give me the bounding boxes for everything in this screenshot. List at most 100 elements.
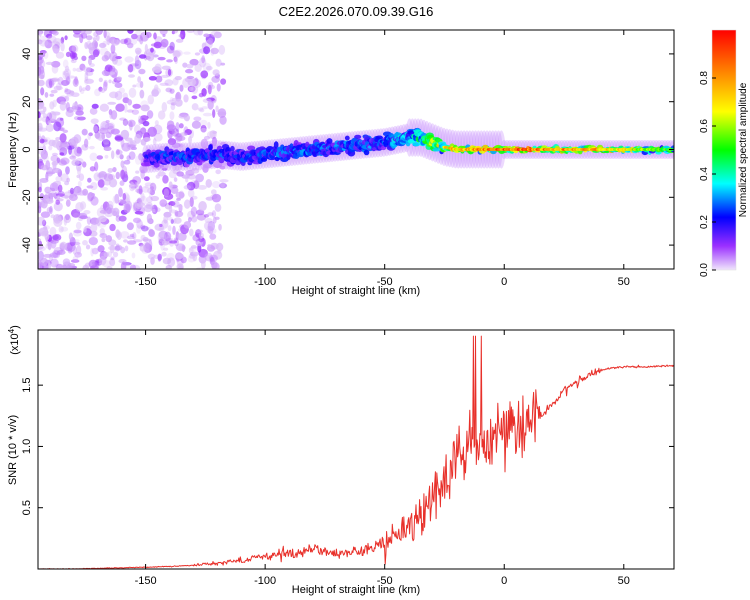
- heatmap-noise-blob: [99, 232, 108, 239]
- heatmap-noise-blob: [162, 33, 166, 38]
- heatmap-noise-blob: [58, 225, 64, 233]
- heatmap-noise-blob: [65, 102, 71, 112]
- heatmap-noise-blob: [159, 223, 163, 228]
- heatmap-noise-blob: [90, 182, 98, 191]
- heatmap-noise-blob: [140, 225, 149, 232]
- heatmap-noise-blob: [51, 60, 61, 68]
- heatmap-noise-blob: [52, 167, 61, 173]
- y-tick-label: -20: [21, 189, 33, 205]
- heatmap-noise-blob: [107, 173, 116, 180]
- colorbar-tick-label: 0.8: [699, 71, 710, 85]
- heatmap-noise-blob: [52, 37, 62, 46]
- heatmap-noise-blob: [131, 109, 140, 115]
- heatmap-noise-blob: [172, 50, 182, 57]
- y-tick-label: 0.5: [21, 500, 33, 515]
- heatmap-noise-blob: [53, 121, 62, 132]
- heatmap-ridge-blob: [363, 149, 370, 156]
- heatmap-noise-blob: [136, 219, 143, 229]
- heatmap-noise-blob: [159, 163, 169, 170]
- heatmap-noise-blob: [41, 219, 47, 227]
- heatmap-noise-blob: [75, 221, 82, 230]
- heatmap-noise-blob: [219, 165, 226, 170]
- colorbar-label: Normalized spectral amplitude: [738, 82, 749, 217]
- heatmap-noise-blob: [110, 43, 116, 54]
- heatmap-noise-blob: [127, 64, 134, 73]
- heatmap-noise-blob: [114, 59, 123, 66]
- heatmap-noise-blob: [172, 30, 179, 34]
- heatmap-noise-blob: [76, 174, 81, 179]
- heatmap-noise-blob: [103, 146, 112, 151]
- heatmap-noise-blob: [205, 84, 216, 90]
- heatmap-noise-blob: [195, 173, 204, 183]
- heatmap-noise-blob: [172, 225, 176, 236]
- heatmap-noise-blob: [151, 208, 156, 213]
- heatmap-noise-blob: [131, 264, 141, 269]
- heatmap-noise-blob: [83, 76, 89, 86]
- heatmap-noise-blob: [102, 40, 108, 48]
- heatmap-noise-blob: [174, 209, 179, 218]
- heatmap-noise-blob: [39, 193, 45, 201]
- heatmap-noise-blob: [38, 36, 48, 42]
- heatmap-noise-blob: [120, 261, 127, 269]
- heatmap-noise-blob: [65, 166, 70, 175]
- heatmap-noise-blob: [109, 112, 113, 120]
- heatmap-noise-blob: [64, 191, 70, 200]
- heatmap-noise-blob: [183, 199, 191, 209]
- heatmap-noise-blob: [107, 167, 114, 173]
- heatmap-noise-blob: [139, 89, 145, 99]
- heatmap-noise-blob: [65, 76, 71, 85]
- heatmap-noise-blob: [202, 112, 213, 117]
- heatmap-noise-blob: [109, 258, 116, 267]
- heatmap-ridge-blob: [326, 138, 333, 144]
- y-tick-label: -40: [21, 237, 33, 253]
- heatmap-noise-blob: [59, 241, 68, 249]
- heatmap-noise-blob: [155, 174, 161, 179]
- heatmap-noise-blob: [169, 41, 175, 51]
- heatmap-noise-blob: [84, 78, 94, 84]
- heatmap-noise-blob: [122, 192, 130, 202]
- heatmap-noise-blob: [112, 251, 119, 258]
- heatmap-noise-blob: [170, 186, 179, 194]
- heatmap-noise-blob: [126, 235, 135, 240]
- x-tick-label: -100: [254, 575, 276, 587]
- heatmap-noise-blob: [151, 66, 162, 74]
- heatmap-noise-blob: [147, 187, 152, 194]
- colorbar-gradient: [711, 29, 737, 271]
- heatmap-noise-blob: [61, 241, 66, 247]
- heatmap-noise-blob: [55, 51, 65, 59]
- heatmap-noise-blob: [140, 100, 149, 109]
- x-tick-label: -50: [377, 575, 393, 587]
- heatmap-noise-blob: [187, 188, 195, 198]
- heatmap-noise-blob: [220, 62, 226, 66]
- heatmap-noise-blob: [110, 256, 115, 261]
- heatmap-noise-blob: [115, 244, 122, 250]
- heatmap-noise-blob: [52, 45, 58, 51]
- heatmap-noise-blob: [147, 126, 157, 137]
- heatmap-noise-blob: [110, 128, 120, 135]
- heatmap-noise-blob: [83, 209, 91, 215]
- heatmap-noise-blob: [215, 58, 222, 67]
- heatmap-noise-blob: [103, 251, 109, 258]
- heatmap-noise-blob: [66, 90, 75, 94]
- heatmap-noise-blob: [205, 65, 213, 71]
- heatmap-noise-blob: [48, 254, 54, 262]
- heatmap-noise-blob: [76, 244, 82, 255]
- heatmap-noise-blob: [50, 78, 59, 82]
- heatmap-noise-blob: [109, 71, 115, 75]
- heatmap-noise-blob: [172, 200, 180, 208]
- heatmap-noise-blob: [59, 133, 67, 143]
- heatmap-noise-blob: [45, 123, 54, 133]
- heatmap-noise-blob: [154, 223, 164, 231]
- heatmap-noise-blob: [56, 82, 62, 91]
- x-tick-label: -100: [254, 276, 276, 288]
- heatmap-noise-blob: [60, 42, 65, 52]
- heatmap-noise-blob: [207, 244, 212, 248]
- heatmap-noise-blob: [140, 192, 145, 202]
- heatmap-noise-blob: [72, 230, 82, 237]
- heatmap-noise-blob: [38, 79, 45, 87]
- heatmap-noise-blob: [92, 195, 96, 200]
- heatmap-noise-blob: [175, 191, 185, 199]
- heatmap-noise-blob: [96, 134, 102, 139]
- heatmap-noise-blob: [62, 59, 69, 68]
- heatmap-noise-blob: [209, 254, 218, 262]
